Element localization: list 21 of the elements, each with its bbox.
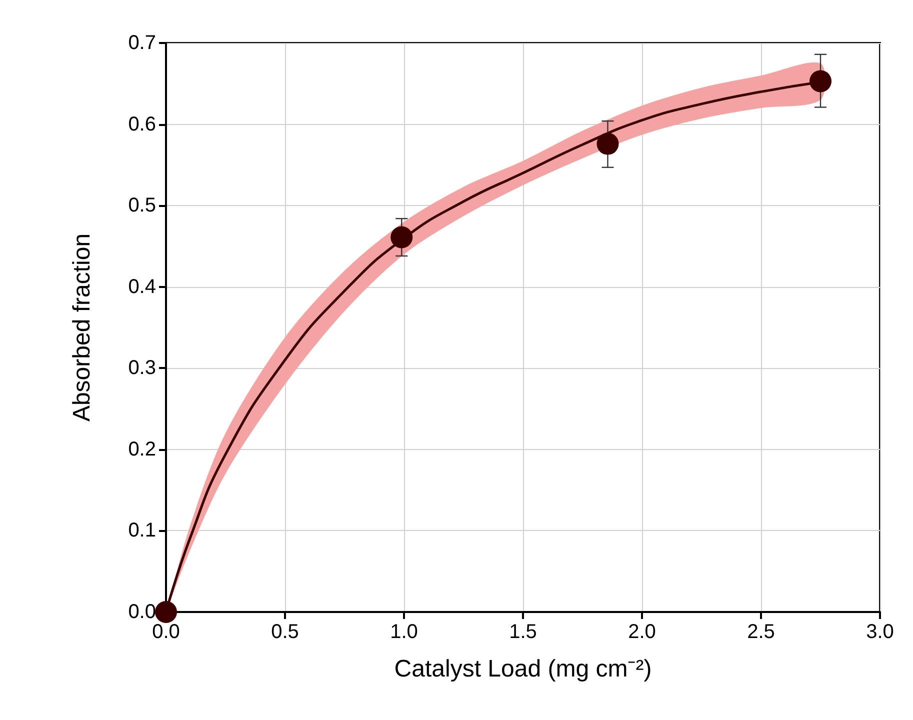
x-tick-label: 0.5 <box>271 621 299 643</box>
y-tick-label: 0.2 <box>128 438 156 460</box>
y-tick-label: 0.7 <box>128 32 156 54</box>
x-tick-label: 3.0 <box>866 621 894 643</box>
x-tick-label: 2.5 <box>747 621 775 643</box>
x-tick-label: 1.0 <box>390 621 418 643</box>
x-tick-label: 1.5 <box>509 621 537 643</box>
y-tick-label: 0.0 <box>128 601 156 623</box>
y-tick-label: 0.5 <box>128 194 156 217</box>
x-axis-title: Catalyst Load (mg cm⁻²) <box>394 656 652 682</box>
point <box>810 70 832 92</box>
y-tick-label: 0.6 <box>128 113 156 136</box>
y-tick-label: 0.1 <box>128 520 156 542</box>
point <box>155 601 177 623</box>
point <box>596 132 619 155</box>
x-tick-label: 0.0 <box>152 621 180 643</box>
y-axis-title: Absorbed fraction <box>68 233 96 422</box>
y-tick-label: 0.3 <box>128 357 156 380</box>
point <box>390 226 413 248</box>
y-tick-label: 0.4 <box>128 276 156 298</box>
x-tick-label: 2.0 <box>628 621 656 643</box>
